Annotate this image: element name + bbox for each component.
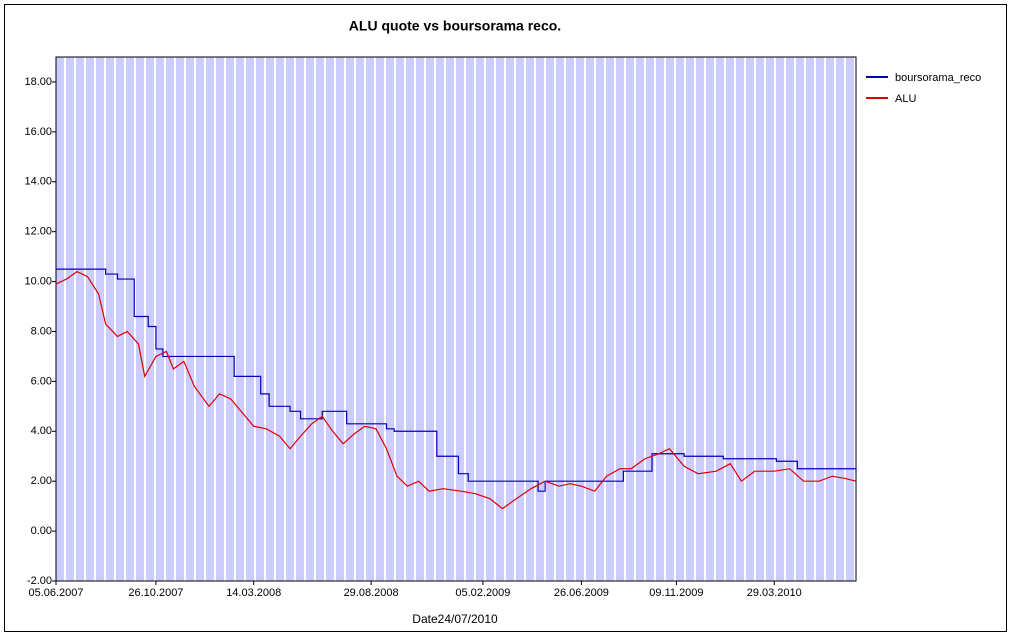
plot-area — [55, 56, 857, 582]
x-tick-label: 29.08.2008 — [344, 587, 399, 599]
series-line — [56, 268, 857, 492]
y-tick-label: 12.00 — [24, 226, 52, 238]
x-tick-label: 09.11.2009 — [649, 587, 703, 599]
y-tick-label: 18.00 — [24, 76, 52, 88]
x-tick-label: 05.06.2007 — [28, 587, 83, 599]
y-tick-label: 10.00 — [24, 275, 52, 287]
legend-label: boursorama_reco — [895, 72, 981, 84]
x-tick-label: 14.03.2008 — [226, 587, 281, 599]
y-tick-label: 6.00 — [31, 375, 52, 387]
x-axis-title: Date24/07/2010 — [412, 612, 498, 626]
chart-title: ALU quote vs boursorama reco. — [349, 18, 561, 34]
y-tick-label: 16.00 — [24, 126, 52, 138]
y-tick-label: 8.00 — [31, 325, 52, 337]
y-tick-label: 2.00 — [31, 475, 52, 487]
legend-label: ALU — [895, 93, 916, 105]
y-tick-label: -2.00 — [27, 575, 52, 587]
x-tick-label: 05.02.2009 — [455, 587, 510, 599]
x-tick-label: 26.10.2007 — [128, 587, 183, 599]
y-tick-label: 4.00 — [31, 425, 52, 437]
series-line — [55, 270, 857, 510]
x-tick-label: 26.06.2009 — [554, 587, 609, 599]
y-tick-label: 14.00 — [24, 176, 52, 188]
y-tick-label: 0.00 — [31, 525, 52, 537]
x-tick-label: 29.03.2010 — [747, 587, 802, 599]
